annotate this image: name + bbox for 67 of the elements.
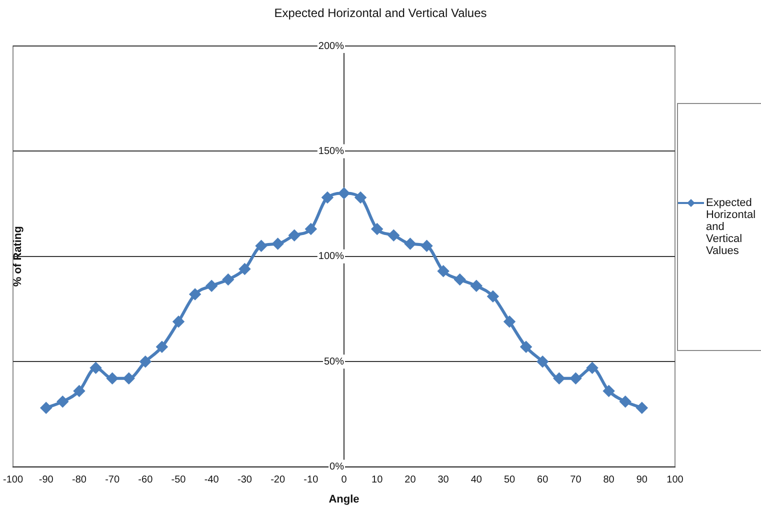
y-tick-label: 150%: [318, 146, 344, 157]
x-tick-label: 70: [570, 474, 582, 486]
point: [222, 274, 234, 286]
point: [74, 386, 85, 397]
point: [438, 266, 449, 277]
point: [40, 402, 52, 414]
y-tick-label: 100%: [318, 251, 344, 262]
point: [570, 372, 582, 384]
x-tick-label: -60: [138, 474, 154, 486]
y-axis-title: % of Rating: [12, 226, 24, 287]
point: [338, 188, 350, 199]
point: [636, 402, 648, 414]
x-tick-label: -30: [237, 474, 252, 486]
x-tick-label: -100: [3, 474, 24, 486]
point: [487, 290, 498, 302]
x-tick-label: 30: [438, 474, 450, 486]
point: [190, 288, 201, 300]
x-tick-label: -10: [304, 474, 319, 486]
point: [537, 356, 548, 368]
point: [454, 274, 466, 286]
point: [156, 341, 168, 352]
x-tick-label: -80: [72, 474, 87, 486]
x-tick-label: 50: [504, 474, 516, 486]
x-tick-label: -40: [204, 474, 220, 486]
point: [554, 372, 565, 384]
point: [173, 316, 184, 328]
x-tick-label: -90: [38, 474, 54, 486]
point: [305, 224, 316, 235]
x-tick-label: 10: [372, 474, 384, 486]
x-tick-label: 40: [470, 474, 482, 486]
point: [90, 362, 102, 374]
x-tick-label: 80: [603, 474, 615, 486]
x-tick-label: 100: [666, 474, 684, 486]
point: [123, 372, 134, 384]
point: [272, 238, 284, 250]
point: [355, 192, 366, 203]
point: [620, 396, 631, 408]
x-tick-label: 20: [404, 474, 416, 486]
point: [470, 280, 482, 292]
point: [322, 192, 333, 203]
point: [421, 240, 432, 252]
x-axis-title: Angle: [328, 493, 360, 506]
point: [140, 356, 151, 368]
point: [206, 280, 218, 292]
x-tick-label: 0: [341, 474, 348, 486]
y-tick-label: 200%: [318, 40, 344, 52]
point: [106, 372, 118, 384]
x-tick-label: -20: [270, 474, 286, 486]
point: [603, 386, 614, 397]
point: [504, 316, 515, 328]
chart-title: Expected Horizontal and Vertical Values: [273, 6, 488, 20]
point: [256, 240, 267, 252]
x-tick-label: -70: [105, 474, 120, 486]
x-tick-label: 90: [636, 474, 648, 486]
point: [388, 230, 400, 241]
point: [372, 224, 383, 235]
point: [57, 396, 68, 408]
x-tick-label: -50: [171, 474, 186, 486]
point: [404, 238, 416, 250]
y-tick-label: 0%: [330, 462, 344, 473]
x-tick-label: 60: [537, 474, 549, 486]
point: [586, 362, 598, 374]
point: [239, 264, 250, 275]
legend-label: Expected Horizontal and Vertical Values: [706, 197, 757, 257]
point: [520, 341, 532, 352]
y-tick-label: 50%: [324, 356, 344, 368]
point: [288, 230, 300, 241]
